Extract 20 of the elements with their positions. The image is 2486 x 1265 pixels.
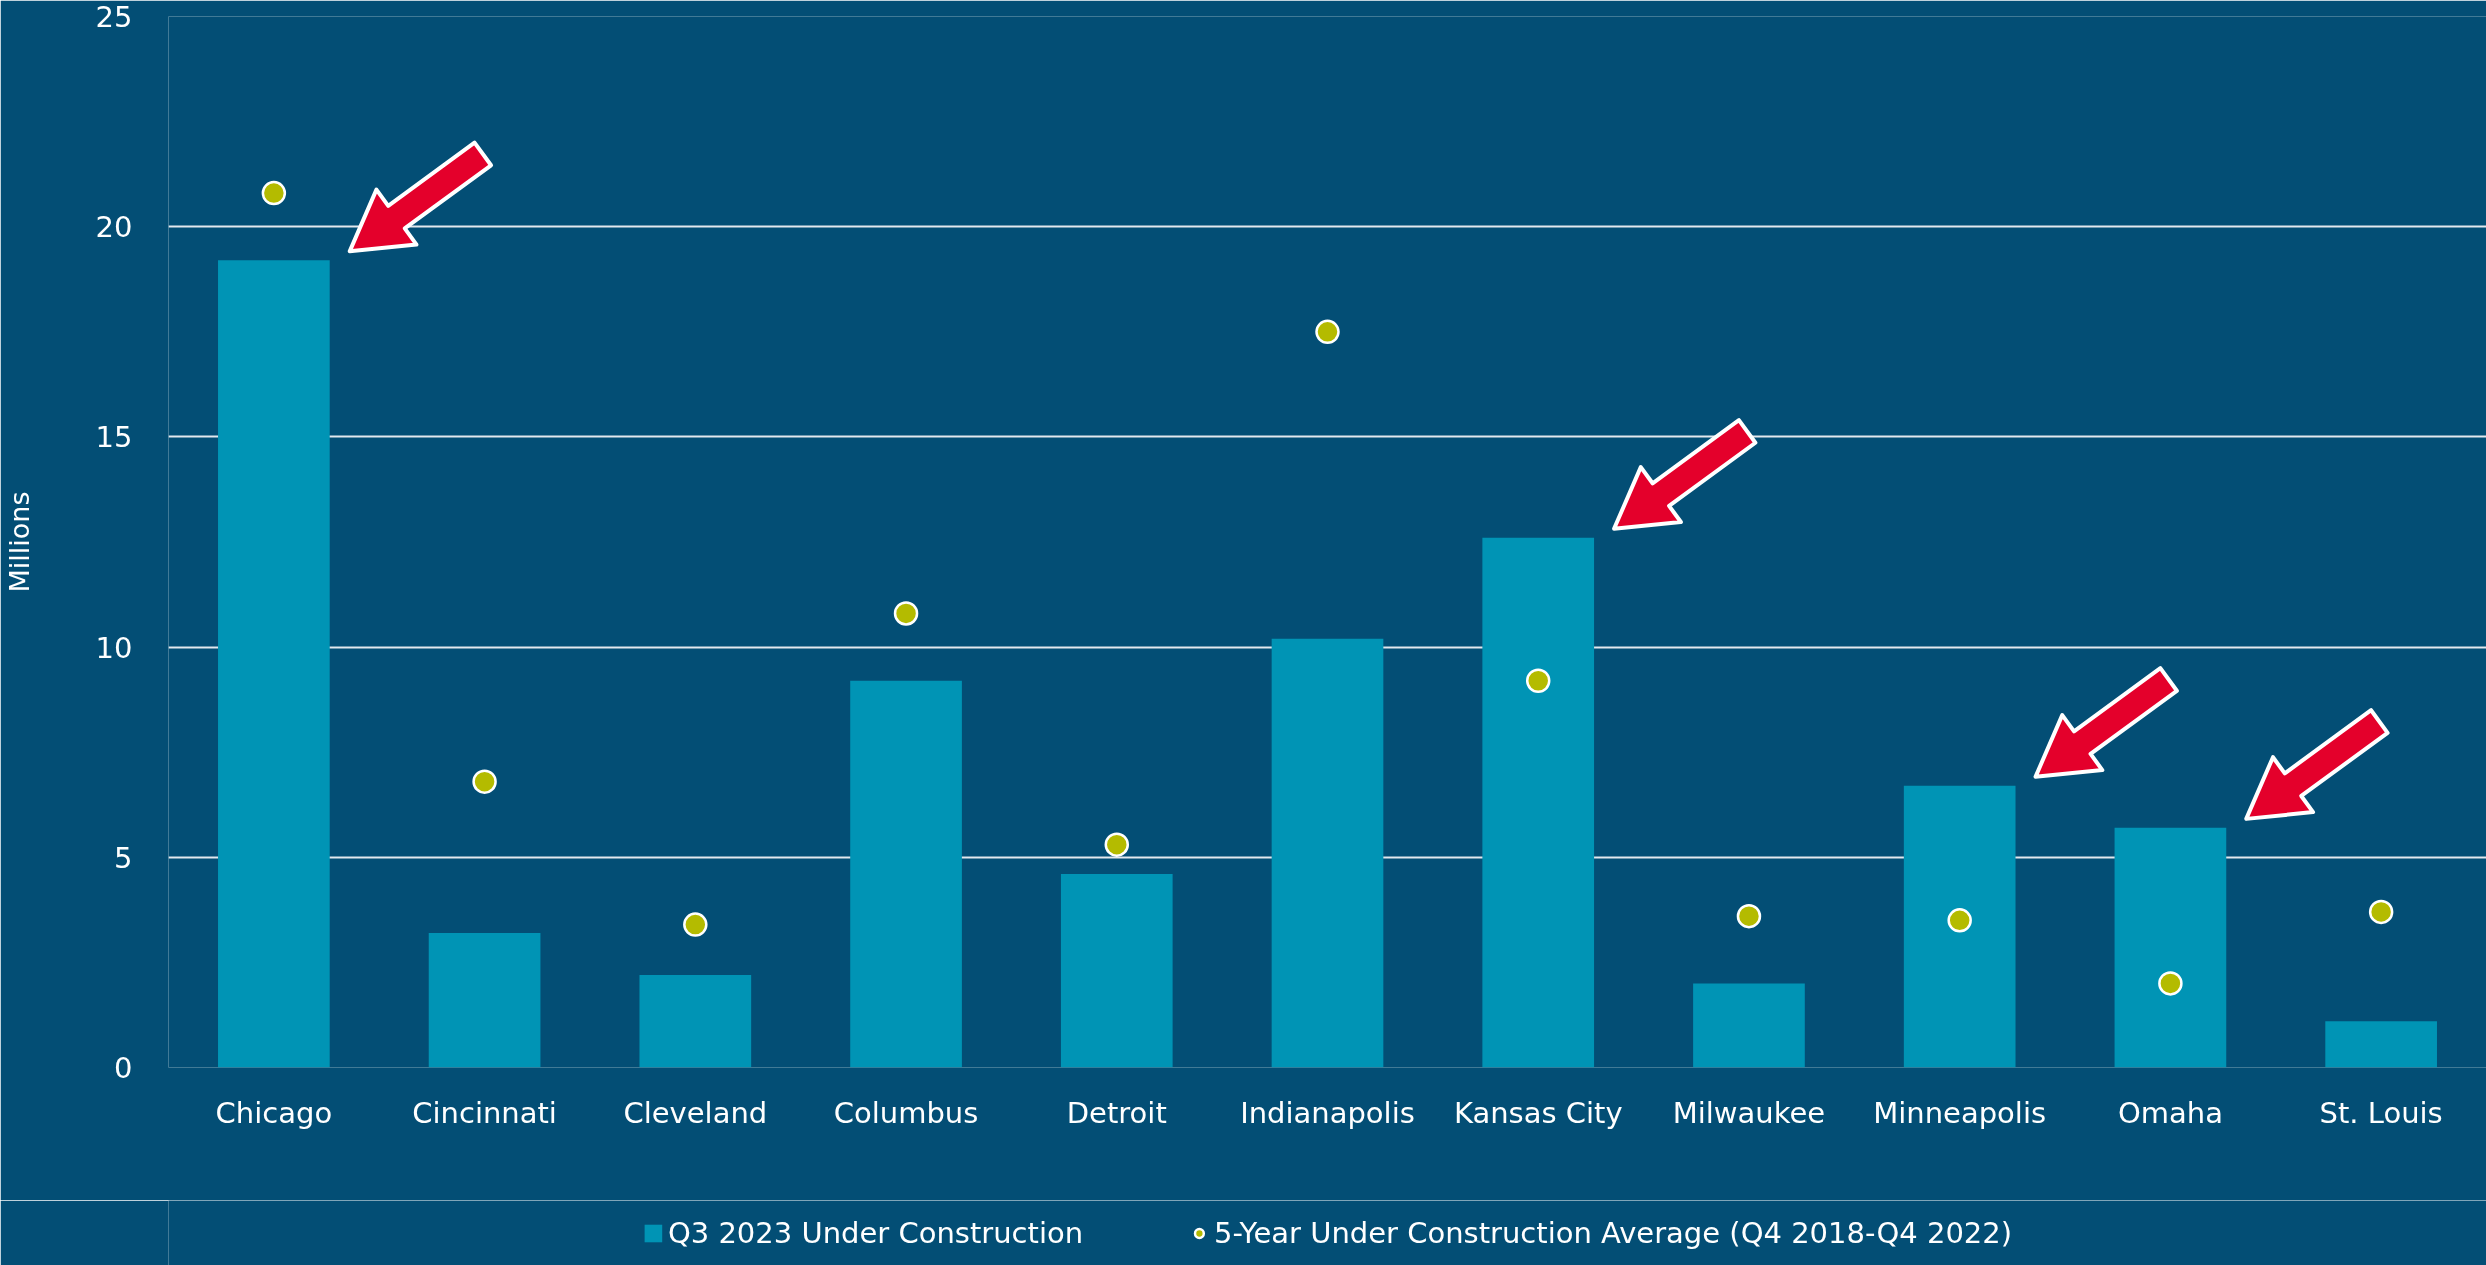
x-tick-label: Omaha [2117,1095,2223,1130]
x-tick-label: Cincinnati [412,1095,557,1130]
x-tick-label: Cleveland [623,1095,768,1130]
x-tick-label: Chicago [215,1095,333,1130]
x-tick-label: Detroit [1066,1095,1167,1130]
y-tick-label: 0 [114,1051,133,1085]
x-tick-label: Columbus [833,1095,979,1130]
x-tick-label: St. Louis [2319,1095,2443,1130]
legend-label: 5-Year Under Construction Average (Q4 2018-Q4 2022) [1214,1215,2013,1250]
x-tick-label: Milwaukee [1672,1095,1826,1130]
x-tick-label: Kansas City [1453,1095,1623,1130]
y-tick-label: 20 [95,210,133,245]
x-tick-label: Indianapolis [1240,1095,1415,1130]
x-tick-label: Minneapolis [1873,1095,2047,1130]
y-tick-label: 5 [114,840,133,875]
y-tick-label: 25 [95,0,133,34]
y-tick-label: 10 [95,630,133,665]
y-tick-label: 15 [95,420,133,455]
legend-label: Q3 2023 Under Construction [667,1215,1084,1250]
y-axis-title: Millions [3,491,35,593]
